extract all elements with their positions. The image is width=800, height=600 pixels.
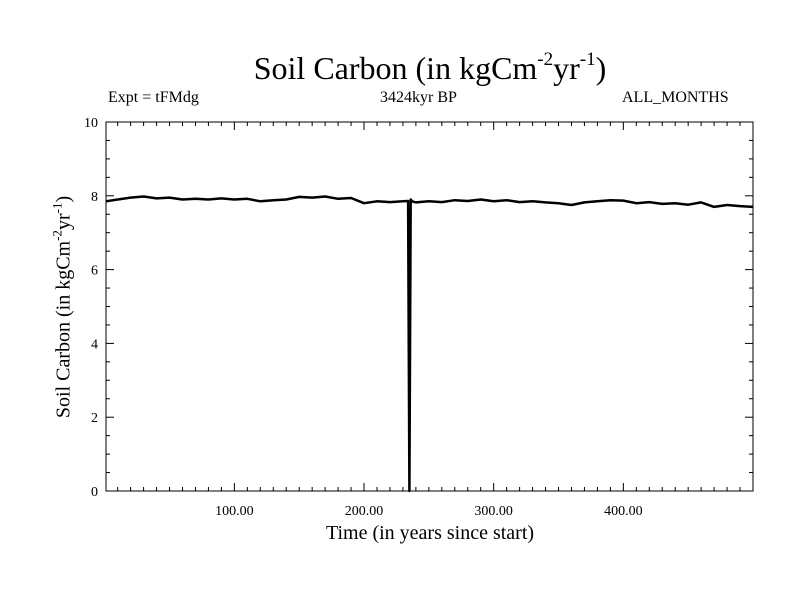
period-label: 3424kyr BP: [380, 89, 457, 106]
y-tick-label: 4: [91, 337, 98, 352]
y-tick-label: 8: [91, 190, 98, 205]
months-label: ALL_MONTHS: [622, 89, 729, 106]
y-tick-label: 10: [84, 116, 98, 131]
plot-frame: [105, 121, 754, 492]
y-tick-label: 2: [91, 411, 98, 426]
x-tick-label: 200.00: [345, 504, 384, 519]
series-line: [105, 195, 754, 493]
x-axis-label: Time (in years since start): [325, 522, 535, 544]
y-axis-label: Soil Carbon (in kgCm-2yr-1): [49, 195, 75, 419]
x-tick-label: 100.00: [215, 504, 254, 519]
experiment-label: Expt = tFMdg: [108, 89, 199, 106]
chart-title: Soil Carbon (in kgCm-2yr-1): [253, 49, 607, 86]
x-tick-label: 300.00: [474, 504, 513, 519]
y-tick-label: 6: [91, 264, 98, 279]
x-tick-label: 400.00: [604, 504, 643, 519]
y-tick-label: 0: [91, 485, 98, 500]
